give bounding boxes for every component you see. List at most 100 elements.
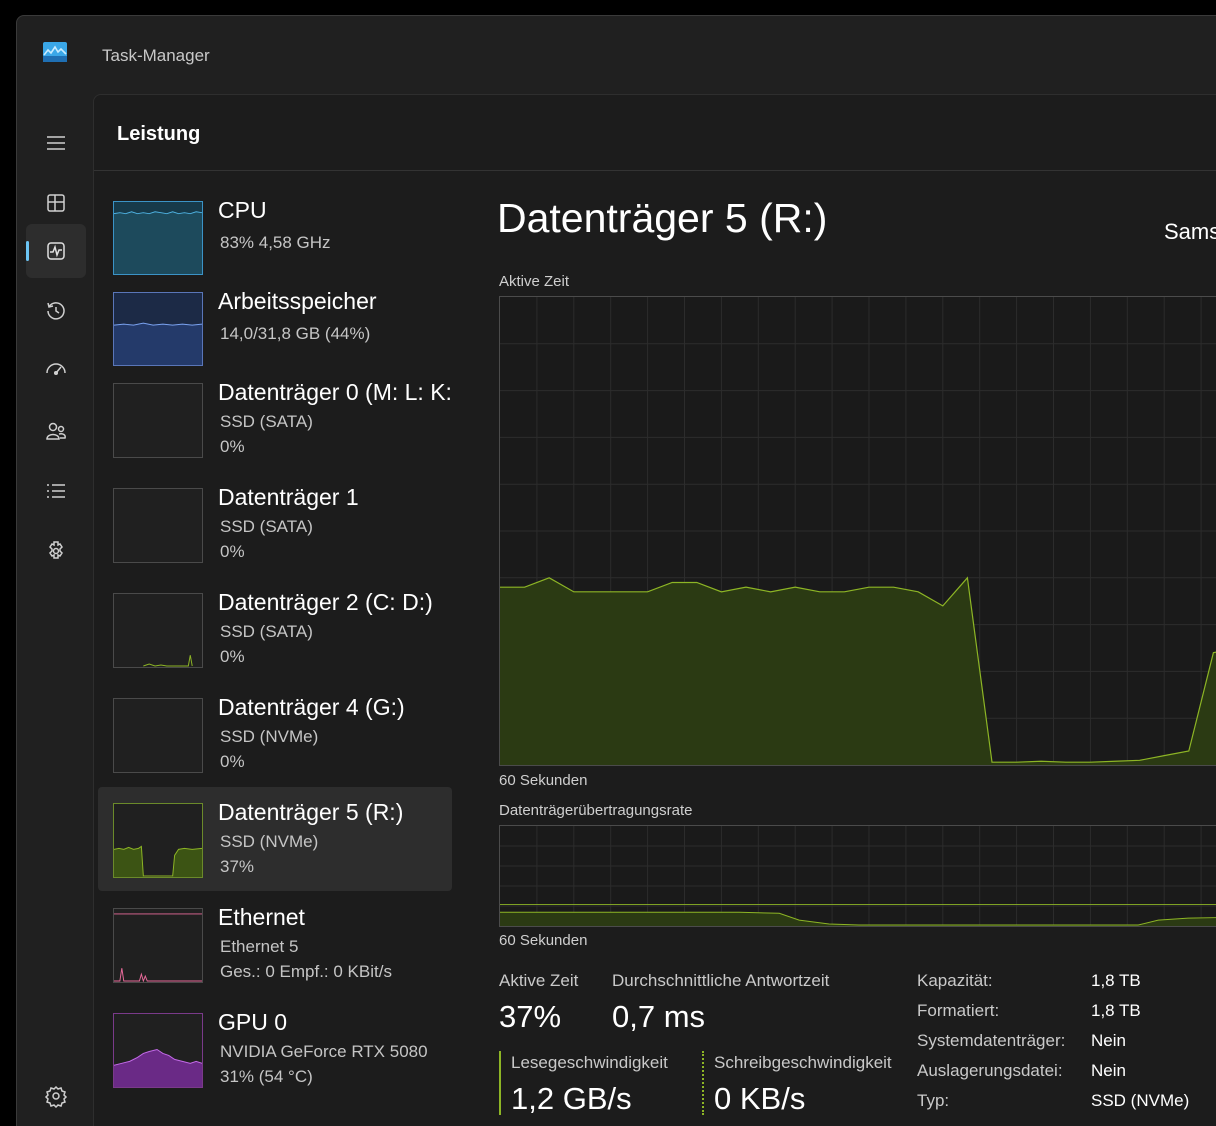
response-time-label: Durchschnittliche Antwortzeit [612, 971, 830, 990]
task-manager-window: Task-Manager Le [16, 15, 1216, 1126]
disk-4-thumbnail-graph [113, 698, 203, 773]
transfer-rate-graph-label: Datenträgerübertragungsrate [499, 802, 693, 819]
disk-detail-panel: Datenträger 5 (R:) Sams Aktive Zeit 60 S… [497, 185, 1216, 1126]
perf-item-gpu[interactable]: GPU 0 NVIDIA GeForce RTX 5080 31% (54 °C… [98, 997, 452, 1101]
perf-item-usage: 37% [220, 857, 255, 876]
app-history-icon [47, 302, 65, 320]
active-time-graph-duration: 60 Sekunden [499, 772, 588, 789]
perf-item-title: Datenträger 4 (G:) [218, 694, 405, 720]
perf-item-sub: SSD (SATA) [220, 517, 313, 536]
capacity-label: Kapazität: [917, 971, 993, 990]
window-title: Task-Manager [102, 46, 210, 65]
disk-model-name: Sams [1164, 219, 1216, 244]
cpu-thumbnail-graph [113, 201, 203, 275]
active-time-graph-label: Aktive Zeit [499, 273, 570, 290]
active-time-area [500, 577, 1216, 765]
transfer-rate-graph-duration: 60 Sekunden [499, 932, 588, 949]
type-value: SSD (NVMe) [1091, 1091, 1190, 1110]
perf-item-title: Datenträger 1 [218, 484, 359, 510]
page-file-value: Nein [1091, 1061, 1126, 1080]
perf-item-title: Datenträger 2 (C: D:) [218, 589, 433, 615]
settings-icon [44, 1085, 68, 1108]
type-label: Typ: [917, 1091, 950, 1110]
services-icon [49, 541, 63, 559]
transfer-rate-graph [499, 825, 1216, 927]
perf-item-sub: SSD (NVMe) [220, 727, 319, 746]
perf-item-usage: 0% [220, 647, 245, 666]
active-indicator [26, 241, 29, 261]
details-icon [47, 484, 65, 498]
perf-item-disk-5[interactable]: Datenträger 5 (R:) SSD (NVMe) 37% [98, 787, 452, 891]
perf-item-usage: 0% [220, 437, 245, 456]
nav-app-history[interactable] [26, 284, 86, 338]
performance-icon [47, 242, 65, 260]
perf-item-disk-0[interactable]: Datenträger 0 (M: L: K: SSD (SATA) 0% [98, 367, 452, 471]
gpu-thumbnail-graph [113, 1013, 203, 1088]
system-disk-value: Nein [1091, 1031, 1126, 1050]
active-time-value: 37% [499, 999, 562, 1034]
perf-item-ethernet[interactable]: Ethernet Ethernet 5 Ges.: 0 Empf.: 0 KBi… [98, 892, 452, 996]
startup-apps-icon [46, 363, 66, 376]
perf-item-title: Ethernet [218, 904, 305, 930]
perf-item-title: Datenträger 5 (R:) [218, 799, 404, 825]
formatted-value: 1,8 TB [1091, 1001, 1141, 1020]
perf-item-sub: 83% 4,58 GHz [220, 233, 331, 252]
disk-0-thumbnail-graph [113, 383, 203, 458]
perf-item-memory[interactable]: Arbeitsspeicher 14,0/31,8 GB (44%) [98, 276, 452, 380]
perf-item-title: GPU 0 [218, 1009, 288, 1035]
perf-item-title: Arbeitsspeicher [218, 288, 377, 314]
nav-performance[interactable] [26, 224, 86, 278]
perf-item-usage: Ges.: 0 Empf.: 0 KBit/s [220, 962, 392, 981]
response-time-value: 0,7 ms [612, 999, 706, 1034]
nav-users[interactable] [26, 404, 86, 458]
memory-thumbnail-graph [113, 292, 203, 366]
navigation-rail [17, 94, 93, 1126]
users-icon [46, 422, 66, 440]
perf-item-title: Datenträger 0 (M: L: K: [218, 379, 452, 405]
perf-item-sub: Ethernet 5 [220, 937, 299, 956]
perf-item-sub: NVIDIA GeForce RTX 5080 [220, 1042, 428, 1061]
write-speed-indicator [702, 1051, 704, 1115]
nav-details[interactable] [26, 464, 86, 518]
formatted-label: Formatiert: [917, 1001, 1000, 1020]
system-disk-label: Systemdatenträger: [917, 1031, 1066, 1050]
disk-5-thumbnail-graph [113, 803, 203, 878]
perf-item-disk-1[interactable]: Datenträger 1 SSD (SATA) 0% [98, 472, 452, 576]
perf-item-title: CPU [218, 197, 267, 223]
page-file-label: Auslagerungsdatei: [917, 1061, 1063, 1080]
perf-item-disk-2[interactable]: Datenträger 2 (C: D:) SSD (SATA) 0% [98, 577, 452, 681]
page-title: Leistung [117, 123, 201, 145]
perf-item-sub: SSD (NVMe) [220, 832, 319, 851]
active-time-graph [499, 296, 1216, 766]
hamburger-menu-icon [47, 136, 65, 150]
page-header: Leistung [94, 95, 1216, 171]
disk-1-thumbnail-graph [113, 488, 203, 563]
read-speed-value: 1,2 GB/s [511, 1081, 632, 1116]
title-bar: Task-Manager [17, 16, 1216, 94]
detail-title: Datenträger 5 (R:) [497, 195, 828, 241]
write-speed-label: Schreibgeschwindigkeit [714, 1053, 892, 1072]
perf-item-sub: SSD (SATA) [220, 412, 313, 431]
ethernet-thumbnail-graph [113, 908, 203, 983]
read-speed-indicator [499, 1051, 501, 1115]
hamburger-menu-button[interactable] [26, 116, 86, 170]
nav-services[interactable] [26, 524, 86, 578]
read-speed-label: Lesegeschwindigkeit [511, 1053, 668, 1072]
perf-item-usage: 0% [220, 752, 245, 771]
disk-2-thumbnail-graph [113, 593, 203, 668]
write-speed-value: 0 KB/s [714, 1081, 806, 1116]
active-time-label: Aktive Zeit [499, 971, 579, 990]
capacity-value: 1,8 TB [1091, 971, 1141, 990]
task-manager-app-icon [43, 42, 67, 62]
perf-item-disk-4[interactable]: Datenträger 4 (G:) SSD (NVMe) 0% [98, 682, 452, 786]
perf-item-cpu[interactable]: CPU 83% 4,58 GHz [98, 185, 452, 289]
perf-item-usage: 31% (54 °C) [220, 1067, 313, 1086]
nav-processes[interactable] [26, 176, 86, 230]
main-content: Leistung CPU 83% 4,58 GHz [93, 94, 1216, 1126]
processes-icon [47, 194, 65, 212]
perf-item-sub: SSD (SATA) [220, 622, 313, 641]
nav-settings[interactable] [26, 1069, 86, 1123]
perf-item-sub: 14,0/31,8 GB (44%) [220, 324, 371, 343]
perf-item-usage: 0% [220, 542, 245, 561]
nav-startup-apps[interactable] [26, 344, 86, 398]
